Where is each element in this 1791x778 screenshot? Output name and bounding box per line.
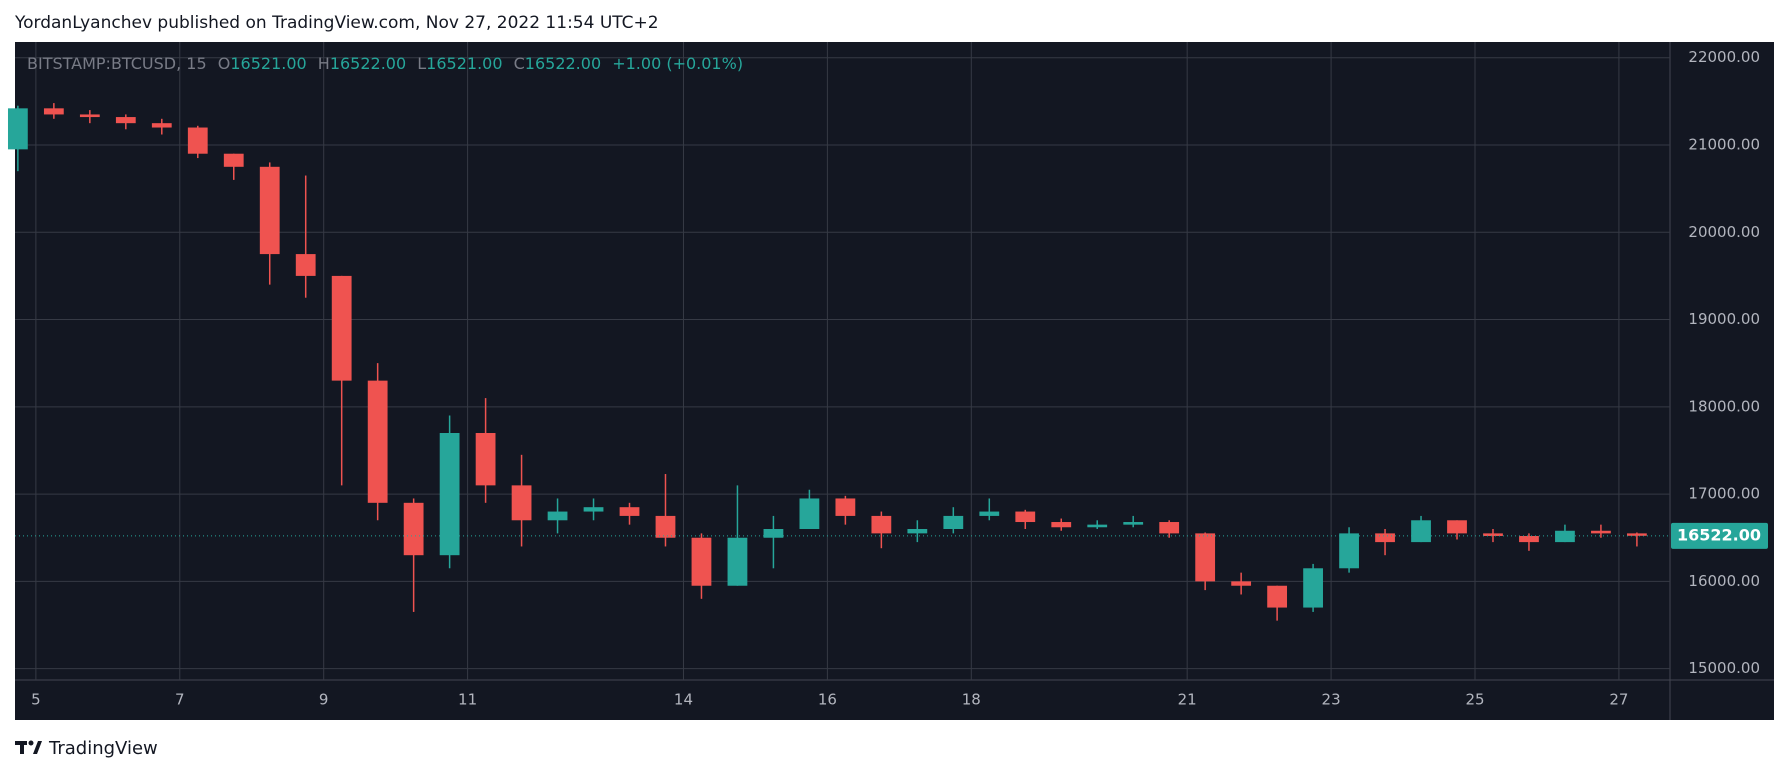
candle-body [655, 515, 676, 538]
symbol: BITSTAMP:BTCUSD, 15 [27, 54, 207, 73]
candle-body [871, 515, 892, 534]
y-tick-label: 15000.00 [1688, 659, 1760, 677]
y-tick-label: 22000.00 [1688, 48, 1760, 66]
header: YordanLyanchev published on TradingView.… [14, 13, 659, 33]
legend-value: 16522.00 [330, 54, 406, 73]
x-tick-label: 11 [458, 691, 477, 709]
candle-body [1411, 520, 1431, 543]
candle-body [1447, 520, 1467, 534]
candle-body [403, 502, 424, 556]
candle-body [583, 507, 604, 512]
x-tick-label: 5 [31, 691, 41, 709]
candle-body [223, 153, 244, 167]
candle-body [835, 498, 856, 516]
candle-body [151, 123, 172, 128]
candle-body [187, 127, 208, 154]
x-tick-label: 9 [319, 691, 329, 709]
candle-body [727, 537, 748, 586]
candle-body [763, 529, 784, 538]
candle-body [79, 114, 100, 118]
candle-body [1591, 530, 1611, 534]
candle-body [547, 511, 568, 521]
y-tick-label: 19000.00 [1688, 310, 1760, 328]
candle-body [1267, 585, 1288, 608]
last-price-badge [1671, 522, 1768, 549]
candle-body [295, 254, 316, 276]
legend-key: C [514, 54, 525, 73]
y-tick-label: 17000.00 [1688, 485, 1760, 503]
y-tick-label: 21000.00 [1688, 135, 1760, 153]
chart-panel [15, 42, 1774, 720]
y-tick-label: 16000.00 [1688, 572, 1760, 590]
legend-key: L [417, 54, 426, 73]
candle-body [1375, 533, 1395, 543]
x-tick-label: 23 [1322, 691, 1341, 709]
candle-body [691, 537, 712, 586]
plot [7, 42, 1670, 680]
candle-body [259, 166, 280, 255]
candle-body [1231, 581, 1252, 586]
candle-body [1051, 522, 1072, 528]
candle-body [1123, 522, 1144, 525]
candle-body [1483, 533, 1503, 536]
candle-body [1159, 522, 1180, 534]
candle-body [1015, 511, 1036, 523]
candle-body [979, 511, 1000, 516]
candle-body [511, 485, 532, 521]
x-tick-label: 16 [818, 691, 837, 709]
logo [15, 740, 42, 754]
candle-body [1555, 530, 1575, 543]
candle-body [439, 433, 460, 556]
candle-body [475, 433, 496, 486]
x-tick-label: 27 [1609, 691, 1628, 709]
candle-body [943, 515, 964, 530]
legend-key: H [318, 54, 330, 73]
legend: BITSTAMP:BTCUSD, 15 O16521.00 H16522.00 … [27, 54, 743, 73]
x-tick-label: 14 [674, 691, 693, 709]
candle-body [1195, 533, 1216, 582]
legend-value: 16522.00 [525, 54, 601, 73]
last-price-label: 16522.00 [1677, 525, 1761, 544]
candle-body [799, 498, 820, 530]
candle-body [1087, 524, 1108, 528]
x-tick-label: 25 [1465, 691, 1484, 709]
x-tick-label: 21 [1178, 691, 1197, 709]
x-tick-label: 18 [962, 691, 981, 709]
candle-body [1627, 533, 1647, 536]
candle-body [367, 380, 388, 503]
legend-change: +1.00 (+0.01%) [612, 54, 743, 73]
y-tick-label: 20000.00 [1688, 223, 1760, 241]
candle-body [331, 275, 352, 381]
legend-value: 16521.00 [426, 54, 502, 73]
y-tick-label: 18000.00 [1688, 397, 1760, 415]
candle-body [1519, 535, 1539, 543]
legend-value: 16521.00 [230, 54, 306, 73]
candle-body [43, 108, 64, 115]
candle-body [907, 529, 928, 534]
legend-key: O [218, 54, 231, 73]
candle-body [1339, 533, 1359, 569]
footer: TradingView [48, 738, 158, 759]
x-tick-label: 7 [175, 691, 185, 709]
candle-body [619, 507, 640, 516]
candle-body [115, 117, 136, 124]
candle-body [7, 108, 28, 150]
candle-body [1303, 568, 1323, 608]
